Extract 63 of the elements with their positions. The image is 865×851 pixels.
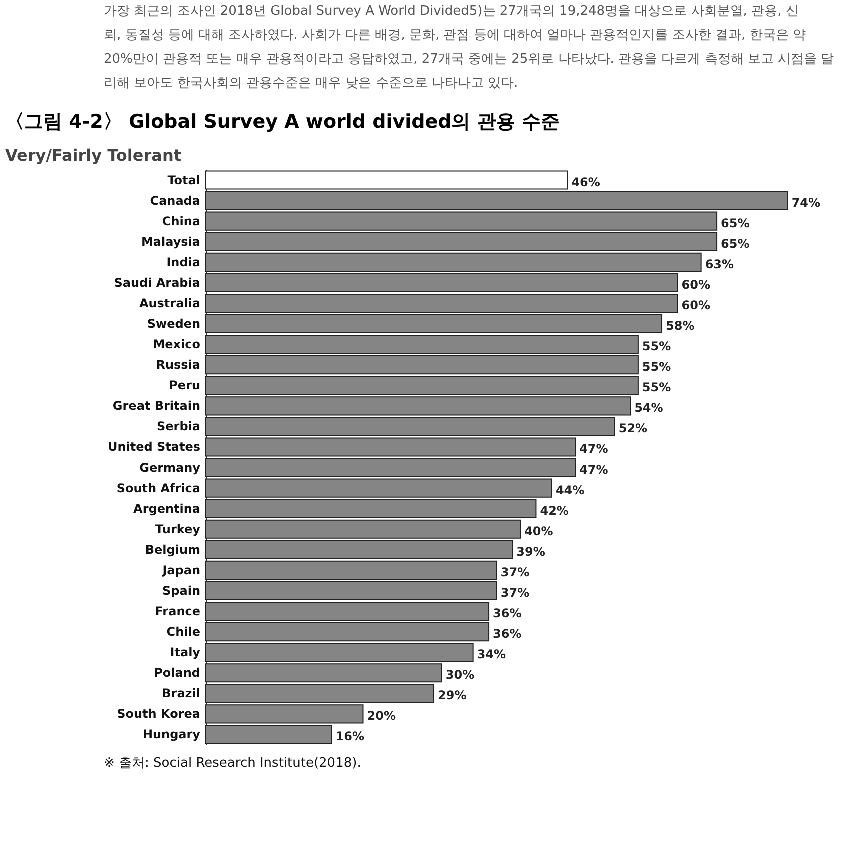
data-label: 47% (580, 462, 608, 477)
data-label: 60% (682, 278, 710, 292)
chart-title: 〈그림 4-2〉 Global Survey A world divided의 관용 수준 (5, 111, 560, 133)
data-label: 65% (721, 216, 750, 230)
y-tick-label: Mexico (153, 338, 200, 352)
text: ※ 출처: Social Research Institute(2018). (104, 756, 362, 771)
data-label: 46% (572, 175, 600, 190)
y-tick-label: India (166, 255, 200, 270)
y-tick-label: Argentina (134, 502, 200, 516)
y-tick-label: Malaysia (141, 234, 200, 249)
data-label: 63% (705, 257, 734, 272)
data-label: 74% (792, 196, 821, 210)
y-tick-label: Italy (170, 646, 201, 660)
data-label: 34% (477, 648, 506, 662)
chart-subtitle: Very/Fairly Tolerant (5, 146, 182, 165)
y-tick-label: Hungary (142, 728, 201, 742)
y-tick-label: Saudi Arabia (114, 276, 200, 290)
y-tick-label: Japan (162, 563, 200, 578)
y-tick-label: Germany (140, 460, 201, 475)
y-tick-label: South Africa (116, 481, 200, 496)
data-label: 47% (580, 442, 608, 456)
data-label: 55% (642, 360, 672, 374)
y-tick-label: South Korea (117, 707, 200, 722)
y-tick-label: United States (108, 440, 200, 454)
data-label: 29% (438, 688, 467, 703)
y-tick-label: Belgium (145, 542, 200, 557)
data-label: 36% (493, 606, 522, 621)
y-tick-label: Australia (139, 296, 200, 310)
data-label: 54% (634, 401, 664, 416)
y-tick-label: Total (168, 173, 200, 188)
data-label: 37% (500, 565, 530, 580)
data-label: 36% (493, 627, 522, 642)
data-label: 20% (367, 709, 396, 724)
data-label: 65% (721, 236, 750, 251)
data-label: 37% (500, 586, 530, 600)
y-tick-label: Serbia (157, 420, 200, 434)
text: 뢰, 동질성 등에 대해 조사하였다. 사회가 다른 배경, 문화, 관점 등에 대하여 얼마나 관용적인지를 조사한 결과, 한국은 약 (104, 28, 806, 43)
y-tick-label: Sweden (147, 317, 200, 332)
data-label: 44% (556, 483, 585, 498)
data-label: 40% (524, 524, 554, 538)
data-label: 52% (618, 422, 648, 436)
data-label: 39% (516, 544, 546, 559)
text: 가장 최근의 조사인 2018년 Global Survey A World Divided5)는 27개국의 19,248명을 대상으로 사회분열, 관용, 신 (104, 4, 799, 19)
text: 20%만이 관용적 또는 매우 관용적이라고 응답하였고, 27개국 중에는 25위로 나타났다. 관용을 다르게 측정해 보고 시점을 달 (104, 52, 834, 67)
y-tick-label: Canada (150, 194, 200, 208)
data-label: 60% (682, 298, 710, 312)
text: 리해 보아도 한국사회의 관용수준은 매우 낮은 수준으로 나타나고 있다. (104, 76, 518, 91)
y-tick-label: Turkey (156, 522, 201, 536)
y-tick-label: Russia (156, 358, 200, 372)
y-tick-label: Great Britain (112, 399, 200, 414)
data-label: 42% (540, 504, 569, 518)
y-tick-label: France (155, 604, 200, 619)
y-tick-label: Chile (166, 625, 200, 640)
y-tick-label: Brazil (162, 686, 200, 701)
y-tick-label: China (162, 214, 200, 228)
data-label: 55% (642, 380, 672, 395)
data-label: 55% (642, 340, 672, 354)
y-tick-label: Spain (162, 584, 200, 598)
data-label: 58% (666, 319, 695, 334)
data-label: 30% (446, 668, 475, 682)
y-tick-label: Peru (169, 378, 200, 393)
y-tick-label: Poland (154, 666, 200, 680)
data-label: 16% (336, 730, 365, 744)
